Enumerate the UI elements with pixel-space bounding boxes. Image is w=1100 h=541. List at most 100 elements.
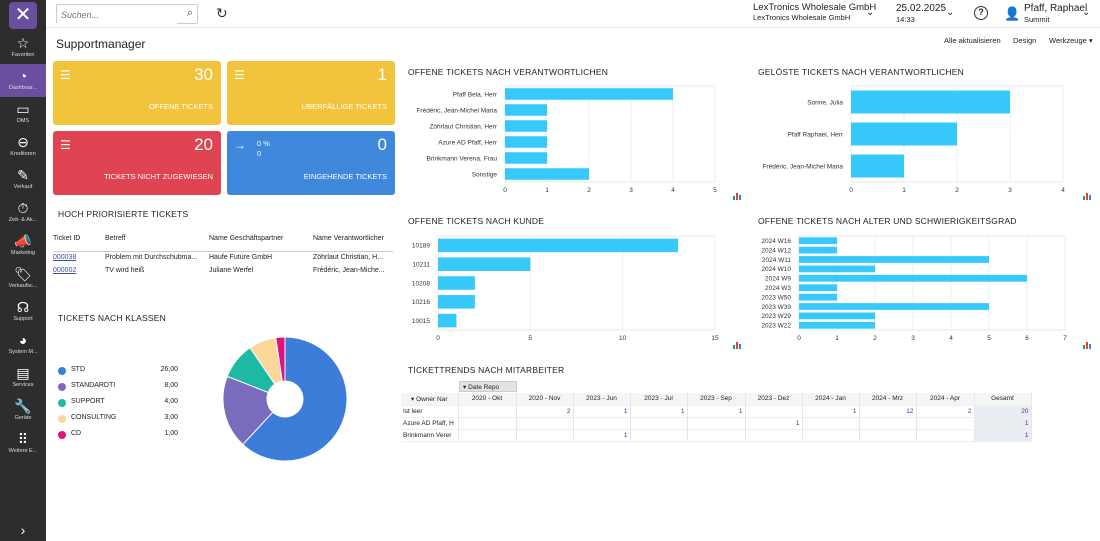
nav-item[interactable]: 🏷 Verkaufsc... — [0, 262, 46, 295]
column-header[interactable]: Betreff — [105, 226, 209, 252]
table-row[interactable]: 000002 TV wird heiß Juliane Werfel Frédé… — [53, 264, 393, 277]
pivot-row-header[interactable]: Brinkmann Verer — [401, 429, 459, 442]
export-excel-icon[interactable] — [1083, 192, 1091, 200]
column-header[interactable]: Name Verantwortlicher — [313, 226, 393, 252]
bar[interactable] — [799, 321, 875, 329]
pivot-column-header[interactable]: 2024 - Jan — [802, 393, 860, 406]
legend-item[interactable]: STD 26,00 — [58, 366, 188, 376]
legend-item[interactable]: CD 1,00 — [58, 430, 188, 440]
nav-item[interactable]: ▭ DMS — [0, 97, 46, 130]
x-tick-label: 5 — [987, 335, 991, 342]
bar[interactable] — [799, 274, 1027, 282]
column-header[interactable]: Ticket ID — [53, 226, 105, 252]
pivot-column-header[interactable]: 2023 - Jun — [573, 393, 631, 406]
bar[interactable] — [505, 168, 589, 180]
category-label: 10216 — [412, 299, 430, 306]
pivot-row-header[interactable]: Ist leer — [401, 405, 459, 418]
user-icon[interactable]: 👤 — [1004, 6, 1021, 21]
chevron-down-icon[interactable]: ⌄ — [946, 7, 955, 18]
bar[interactable] — [799, 293, 837, 301]
pivot-column-header[interactable]: 2024 - Mrz — [859, 393, 917, 406]
pivot-column-field[interactable]: ▾ Date Repo — [459, 381, 517, 392]
pivot-column-header[interactable]: 2020 - Nov — [516, 393, 574, 406]
bar[interactable] — [799, 237, 837, 245]
table-cell: TV wird heiß — [105, 267, 145, 274]
tile-incoming-tickets[interactable]: → 0 % 0 0 EINGEHENDE TICKETS — [227, 131, 395, 195]
bar[interactable] — [851, 90, 1010, 114]
legend-item[interactable]: STANDARDTI 8,00 — [58, 382, 188, 392]
table-row[interactable]: 000038 Problem mit Durchschubma... Haufe… — [53, 251, 393, 264]
pie-slice[interactable] — [242, 336, 348, 462]
legend-item[interactable]: CONSULTING 3,00 — [58, 414, 188, 424]
export-excel-icon[interactable] — [733, 341, 741, 349]
pivot-column-header[interactable]: Gesamt — [974, 393, 1032, 406]
nav-item[interactable]: ⏱ Zeit- & Ak... — [0, 196, 46, 229]
ticket-id-link[interactable]: 000002 — [53, 267, 77, 274]
chevron-down-icon[interactable]: ⌄ — [866, 7, 875, 18]
tile-open-tickets[interactable]: ☰ 30 OFFENE TICKETS — [53, 61, 221, 125]
bar[interactable] — [799, 303, 989, 310]
bar[interactable] — [505, 152, 547, 164]
tile-overdue-tickets[interactable]: ☰ 1 ÜBERFÄLLIGE TICKETS — [227, 61, 395, 125]
nav-item[interactable]: ◔ Dashboar... — [0, 64, 46, 97]
bar[interactable] — [799, 256, 989, 263]
bar[interactable] — [851, 154, 904, 178]
nav-item[interactable]: 📣 Marketing — [0, 229, 46, 262]
nav-item[interactable]: ☆ Favoriten — [0, 31, 46, 64]
pivot-row-field[interactable]: ▾ Owner Nar — [401, 393, 459, 406]
column-header[interactable]: Name Geschäftspartner — [209, 226, 313, 252]
chevron-down-icon[interactable]: ⌄ — [1082, 7, 1091, 18]
pivot-column-header[interactable]: 2023 - Dez — [745, 393, 803, 406]
nav-item[interactable]: ⠿ Weitere E... — [0, 427, 46, 460]
bar[interactable] — [438, 238, 679, 253]
bar[interactable] — [505, 120, 547, 132]
ticket-id-link[interactable]: 000038 — [53, 254, 77, 262]
nav-item[interactable]: ✎ Verkauf — [0, 163, 46, 196]
nav-item-label: System M... — [8, 349, 38, 355]
pivot-column-header[interactable]: 2023 - Sep — [687, 393, 746, 406]
nav-item[interactable]: ◕ System M... — [0, 328, 46, 361]
search-input[interactable] — [57, 6, 177, 24]
bar[interactable] — [799, 265, 875, 273]
bar[interactable] — [438, 276, 475, 290]
bar[interactable] — [799, 246, 837, 254]
nav-item[interactable]: ▤ Services — [0, 361, 46, 394]
bar[interactable] — [799, 312, 875, 320]
bar[interactable] — [438, 313, 457, 328]
pivot-row-header[interactable]: Azure AD Pfaff, H — [401, 417, 459, 430]
tools-menu-button[interactable]: Werkzeuge ▾ — [1049, 36, 1093, 45]
pie-slice[interactable] — [275, 336, 286, 382]
export-excel-icon[interactable] — [733, 192, 741, 200]
bar[interactable] — [851, 122, 957, 146]
date-selector[interactable]: 25.02.2025 14:33 — [896, 3, 946, 25]
history-icon[interactable]: ↻ — [216, 5, 228, 21]
user-menu[interactable]: Pfaff, Raphael Summit — [1024, 3, 1087, 25]
nav-item[interactable]: 🔧 Geräte — [0, 394, 46, 427]
bar[interactable] — [505, 88, 673, 100]
expand-nav-icon[interactable]: › — [20, 522, 26, 538]
app-logo-icon[interactable]: ✕ — [9, 2, 37, 29]
pivot-column-header[interactable]: 2023 - Jul — [630, 393, 688, 406]
nav-item[interactable]: ☊ Support — [0, 295, 46, 328]
company-selector[interactable]: LexTronics Wholesale GmbH LexTronics Who… — [753, 3, 876, 23]
bar[interactable] — [438, 295, 475, 309]
export-excel-icon[interactable] — [1083, 341, 1091, 349]
pivot-column-header[interactable]: 2020 - Okt — [458, 393, 517, 406]
pie-slice[interactable] — [222, 375, 274, 446]
nav-item[interactable]: ⊖ Kreditoren — [0, 130, 46, 163]
refresh-all-button[interactable]: Alle aktualisieren — [944, 36, 1001, 45]
bar[interactable] — [505, 136, 547, 148]
design-button[interactable]: Design — [1013, 36, 1037, 45]
x-tick-label: 15 — [711, 335, 719, 342]
wrench-icon: 🔧 — [14, 398, 32, 414]
bar[interactable] — [438, 257, 531, 271]
tile-label: OFFENE TICKETS — [148, 102, 213, 111]
help-icon[interactable]: ? — [974, 6, 988, 20]
legend-item[interactable]: SUPPORT 4,00 — [58, 398, 188, 408]
pivot-cell — [916, 417, 975, 430]
bar[interactable] — [799, 284, 837, 292]
pivot-column-header[interactable]: 2024 - Apr — [916, 393, 975, 406]
tile-unassigned-tickets[interactable]: ☰ 20 TICKETS NICHT ZUGEWIESEN — [53, 131, 221, 195]
bar[interactable] — [505, 104, 547, 116]
search-icon[interactable]: ⌕ — [186, 7, 193, 19]
